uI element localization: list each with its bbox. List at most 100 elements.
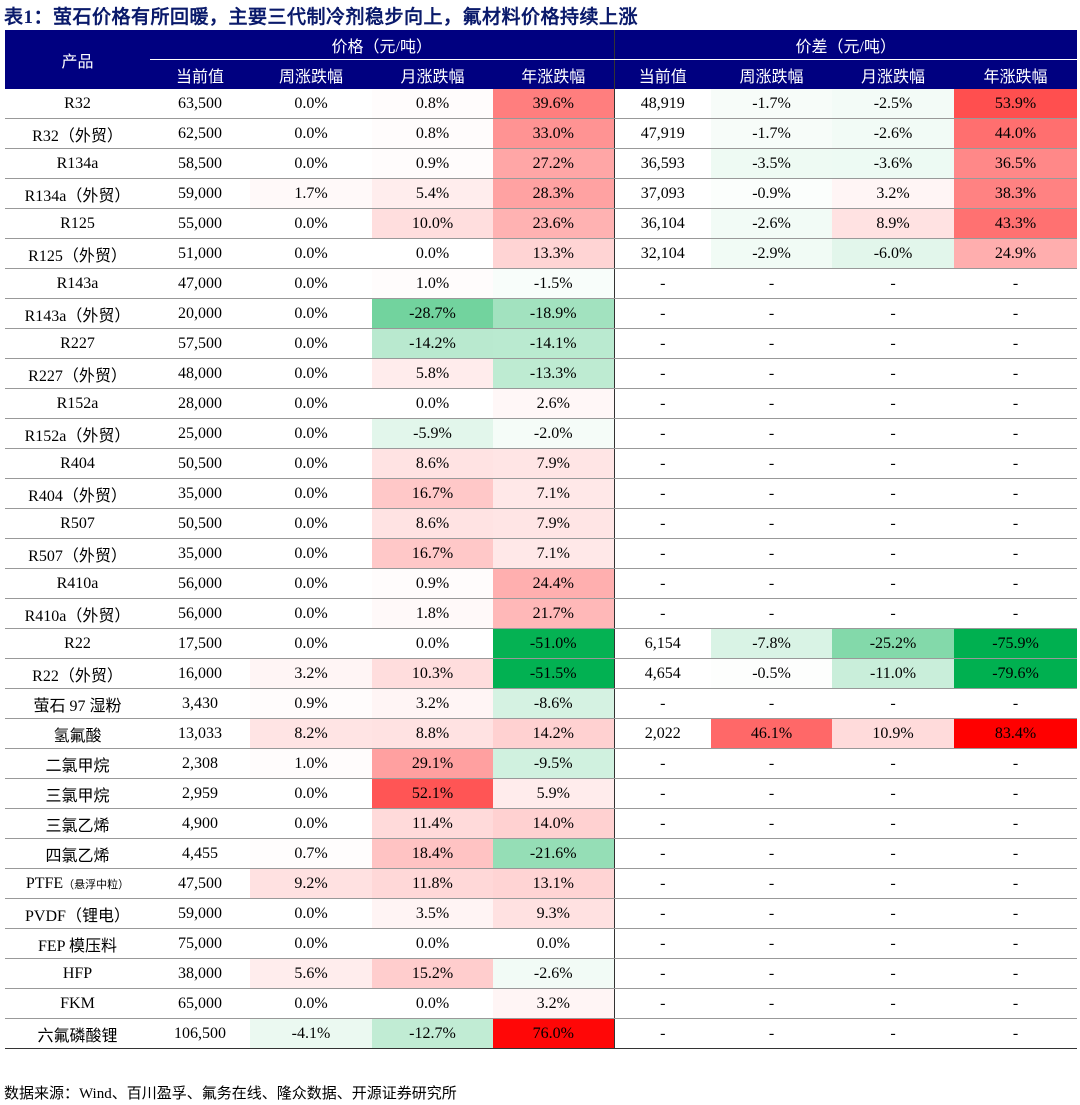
cell-price-current: 3,430 bbox=[150, 688, 250, 719]
cell-price-month: 5.8% bbox=[372, 358, 493, 389]
cell-spread-current: 36,593 bbox=[613, 148, 712, 179]
cell-price-week: 1.7% bbox=[250, 178, 372, 209]
table-row: R404（外贸） 35,000 0.0% 16.7% 7.1% - - - - bbox=[5, 478, 1078, 509]
cell-price-week: 0.0% bbox=[250, 238, 372, 269]
cell-spread-month: - bbox=[832, 988, 955, 1019]
cell-price-current: 56,000 bbox=[150, 568, 250, 599]
cell-price-current: 51,000 bbox=[150, 238, 250, 269]
cell-spread-month: - bbox=[832, 898, 955, 929]
cell-spread-year: - bbox=[954, 778, 1078, 809]
cell-price-year: -8.6% bbox=[493, 688, 615, 719]
header-price-week: 周涨跌幅 bbox=[250, 59, 372, 89]
cell-price-month: 0.0% bbox=[372, 988, 493, 1019]
header-price-current: 当前值 bbox=[150, 59, 250, 89]
table-row: R507 50,500 0.0% 8.6% 7.9% - - - - bbox=[5, 508, 1078, 539]
cell-price-month: 0.9% bbox=[372, 568, 493, 599]
table-row: R143a（外贸） 20,000 0.0% -28.7% -18.9% - - - - bbox=[5, 298, 1078, 329]
cell-price-month: 10.0% bbox=[372, 208, 493, 239]
cell-price-current: 28,000 bbox=[150, 388, 250, 419]
cell-product: R22（外贸） bbox=[5, 658, 150, 689]
header-product: 产品 bbox=[5, 30, 150, 89]
cell-spread-year: - bbox=[954, 538, 1078, 569]
cell-spread-year: - bbox=[954, 988, 1078, 1019]
cell-price-year: 3.2% bbox=[493, 988, 615, 1019]
cell-price-year: 14.0% bbox=[493, 808, 615, 839]
cell-spread-year: - bbox=[954, 448, 1078, 479]
cell-product: 四氯乙烯 bbox=[5, 838, 150, 869]
cell-price-month: 0.9% bbox=[372, 148, 493, 179]
cell-product: 三氯乙烯 bbox=[5, 808, 150, 839]
cell-spread-month: - bbox=[832, 508, 955, 539]
cell-price-week: 0.0% bbox=[250, 268, 372, 299]
cell-spread-week: - bbox=[711, 988, 833, 1019]
cell-price-current: 13,033 bbox=[150, 718, 250, 749]
table-row: R32（外贸） 62,500 0.0% 0.8% 33.0% 47,919 -1.7% -2.… bbox=[5, 118, 1078, 149]
product-spec: （悬浮中粒） bbox=[63, 878, 130, 891]
cell-product: 氢氟酸 bbox=[5, 718, 150, 749]
cell-price-week: 0.0% bbox=[250, 808, 372, 839]
cell-spread-week: - bbox=[711, 358, 833, 389]
cell-price-month: -28.7% bbox=[372, 298, 493, 329]
cell-price-year: 7.1% bbox=[493, 478, 615, 509]
cell-spread-month: 3.2% bbox=[832, 178, 955, 209]
cell-price-current: 63,500 bbox=[150, 89, 250, 119]
cell-price-current: 38,000 bbox=[150, 958, 250, 989]
cell-price-current: 55,000 bbox=[150, 208, 250, 239]
cell-price-month: 29.1% bbox=[372, 748, 493, 779]
source-note: 数据来源：Wind、百川盈孚、氟务在线、隆众数据、开源证券研究所 bbox=[4, 1086, 457, 1102]
table-row: 四氯乙烯 4,455 0.7% 18.4% -21.6% - - - - bbox=[5, 838, 1078, 869]
product-name: PTFE bbox=[25, 874, 64, 892]
cell-spread-month: - bbox=[832, 838, 955, 869]
cell-spread-month: - bbox=[832, 388, 955, 419]
cell-price-current: 57,500 bbox=[150, 328, 250, 359]
cell-price-year: -51.0% bbox=[493, 628, 615, 659]
cell-product: 萤石 97 湿粉 bbox=[5, 688, 150, 719]
cell-spread-month: - bbox=[832, 568, 955, 599]
cell-spread-year: - bbox=[954, 268, 1078, 299]
cell-spread-week: - bbox=[711, 748, 833, 779]
cell-spread-week: - bbox=[711, 328, 833, 359]
cell-price-year: -1.5% bbox=[493, 268, 615, 299]
cell-spread-current: - bbox=[613, 268, 712, 299]
cell-price-week: 0.0% bbox=[250, 598, 372, 629]
cell-spread-month: -2.5% bbox=[832, 89, 955, 119]
table-row: 萤石 97 湿粉 3,430 0.9% 3.2% -8.6% - - - - bbox=[5, 688, 1078, 719]
cell-price-week: 0.0% bbox=[250, 448, 372, 479]
cell-price-year: 7.9% bbox=[493, 448, 615, 479]
cell-price-month: -12.7% bbox=[372, 1018, 493, 1049]
cell-spread-week: -1.7% bbox=[711, 89, 833, 119]
cell-price-week: 0.0% bbox=[250, 298, 372, 329]
cell-spread-current: - bbox=[613, 448, 712, 479]
table-row: PVDF（锂电） 59,000 0.0% 3.5% 9.3% - - - - bbox=[5, 898, 1078, 929]
cell-spread-week: -2.9% bbox=[711, 238, 833, 269]
cell-product: R507 bbox=[5, 508, 150, 539]
table-row: FEP 模压料 75,000 0.0% 0.0% 0.0% - - - - bbox=[5, 928, 1078, 959]
cell-spread-month: - bbox=[832, 478, 955, 509]
cell-price-week: 0.0% bbox=[250, 538, 372, 569]
cell-spread-year: - bbox=[954, 928, 1078, 959]
table-row: R410a（外贸） 56,000 0.0% 1.8% 21.7% - - - - bbox=[5, 598, 1078, 629]
cell-product: R410a bbox=[5, 568, 150, 599]
cell-price-week: 1.0% bbox=[250, 748, 372, 779]
cell-spread-week: -1.7% bbox=[711, 118, 833, 149]
cell-spread-month: - bbox=[832, 958, 955, 989]
cell-price-current: 20,000 bbox=[150, 298, 250, 329]
cell-price-month: 10.3% bbox=[372, 658, 493, 689]
cell-spread-current: - bbox=[613, 478, 712, 509]
cell-spread-week: - bbox=[711, 508, 833, 539]
cell-price-current: 58,500 bbox=[150, 148, 250, 179]
header-spread-year: 年涨跌幅 bbox=[954, 59, 1078, 89]
cell-price-week: 0.0% bbox=[250, 89, 372, 119]
cell-spread-current: 37,093 bbox=[613, 178, 712, 209]
cell-spread-month: - bbox=[832, 748, 955, 779]
cell-product: R32 bbox=[5, 89, 150, 119]
cell-price-current: 75,000 bbox=[150, 928, 250, 959]
cell-price-year: 14.2% bbox=[493, 718, 615, 749]
cell-product: R32（外贸） bbox=[5, 118, 150, 149]
cell-spread-year: 36.5% bbox=[954, 148, 1078, 179]
cell-spread-year: - bbox=[954, 958, 1078, 989]
cell-spread-month: - bbox=[832, 1018, 955, 1049]
cell-spread-week: - bbox=[711, 478, 833, 509]
cell-spread-week: - bbox=[711, 838, 833, 869]
cell-price-week: 9.2% bbox=[250, 868, 372, 899]
